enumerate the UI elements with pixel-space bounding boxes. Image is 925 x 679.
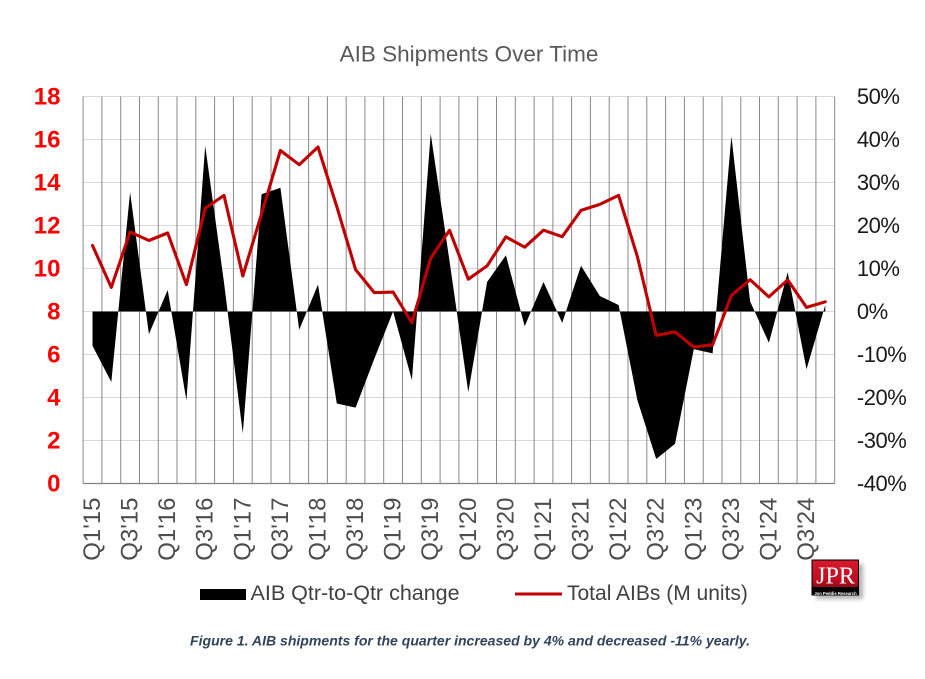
svg-text:-40%: -40%	[857, 471, 906, 496]
svg-text:8: 8	[47, 299, 60, 326]
svg-text:-30%: -30%	[857, 428, 906, 453]
svg-text:Q3'15: Q3'15	[117, 498, 144, 561]
svg-text:Q3'23: Q3'23	[718, 498, 745, 561]
svg-text:Q3'21: Q3'21	[568, 498, 595, 561]
svg-text:0%: 0%	[857, 299, 888, 324]
svg-text:Q3'22: Q3'22	[643, 498, 670, 561]
svg-text:Q1'18: Q1'18	[305, 498, 332, 561]
svg-text:AIB Shipments Over Time: AIB Shipments Over Time	[340, 42, 599, 67]
svg-text:Q3'17: Q3'17	[267, 498, 294, 561]
svg-text:10%: 10%	[857, 256, 900, 281]
svg-text:Jon Peddie Research: Jon Peddie Research	[814, 591, 857, 596]
svg-text:Q3'16: Q3'16	[192, 498, 219, 561]
svg-text:Q3'19: Q3'19	[417, 498, 444, 561]
svg-text:Q1'23: Q1'23	[680, 498, 707, 561]
svg-text:40%: 40%	[857, 127, 900, 152]
svg-text:Total AIBs (M units): Total AIBs (M units)	[567, 582, 748, 605]
svg-text:Figure 1. AIB shipments for th: Figure 1. AIB shipments for the quarter …	[190, 633, 750, 649]
svg-text:AIB Qtr-to-Qtr change: AIB Qtr-to-Qtr change	[251, 581, 460, 605]
svg-text:4: 4	[47, 385, 61, 412]
svg-text:-20%: -20%	[857, 385, 906, 410]
svg-text:2: 2	[47, 428, 60, 455]
svg-text:50%: 50%	[857, 84, 900, 109]
svg-text:30%: 30%	[857, 170, 900, 195]
svg-text:6: 6	[47, 342, 60, 369]
svg-text:14: 14	[34, 170, 61, 197]
svg-text:10: 10	[34, 256, 61, 283]
svg-text:20%: 20%	[857, 213, 900, 238]
svg-text:Q1'20: Q1'20	[455, 498, 482, 561]
svg-text:18: 18	[34, 84, 61, 111]
svg-text:Q1'19: Q1'19	[380, 498, 407, 561]
svg-text:Q1'15: Q1'15	[79, 498, 106, 561]
svg-text:12: 12	[34, 213, 61, 240]
svg-text:Q1'24: Q1'24	[755, 498, 782, 561]
svg-text:Q1'16: Q1'16	[154, 498, 181, 561]
svg-text:16: 16	[34, 127, 61, 154]
svg-text:JPR: JPR	[816, 564, 855, 590]
svg-text:0: 0	[47, 471, 60, 498]
svg-text:Q1'17: Q1'17	[229, 498, 256, 561]
svg-text:Q1'21: Q1'21	[530, 498, 557, 561]
svg-text:Q1'22: Q1'22	[605, 498, 632, 561]
svg-text:-10%: -10%	[857, 342, 906, 367]
svg-text:Q3'24: Q3'24	[793, 498, 820, 561]
svg-text:Q3'18: Q3'18	[342, 498, 369, 561]
svg-text:Q3'20: Q3'20	[492, 498, 519, 561]
